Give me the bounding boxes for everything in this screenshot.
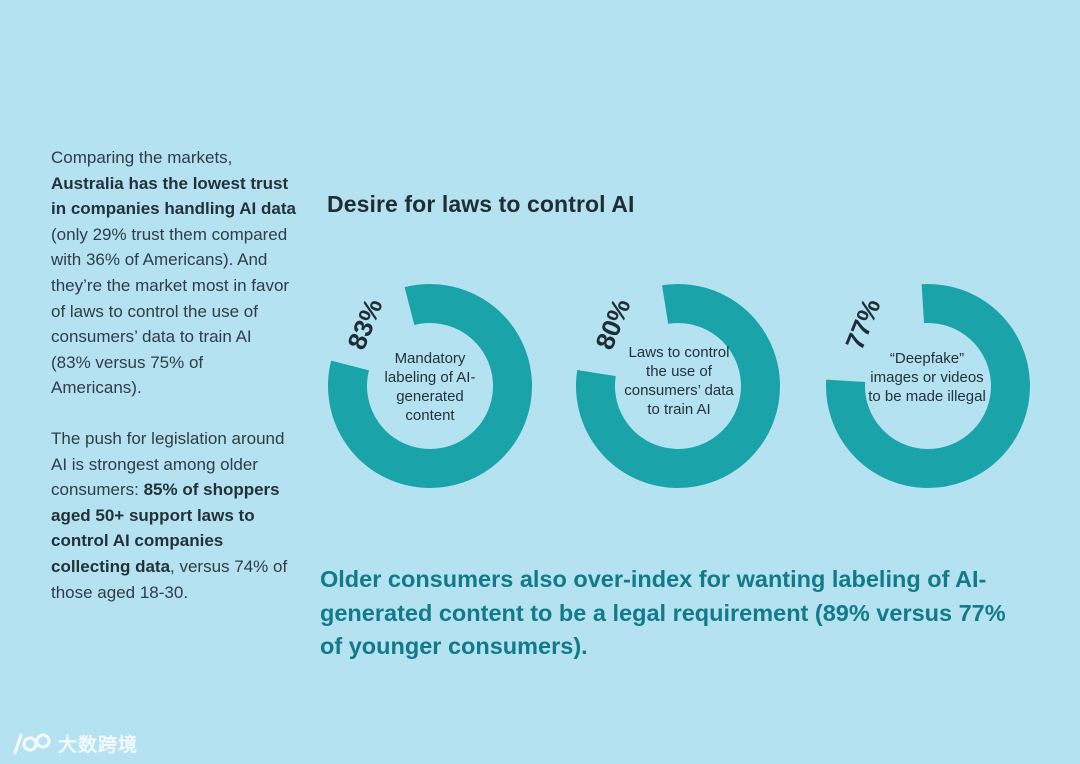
donut-label-3: “Deepfake” images or videos to be made i… [868,350,986,405]
market-comparison-paragraph: Comparing the markets, Australia has the… [51,145,296,401]
p1-highlight: Australia has the lowest trust in compan… [51,173,296,219]
p2-detail: , versus 74% of those aged 18-30. [51,556,288,602]
watermark-logo-icon [13,733,51,754]
donut-chart: 83% 80% 77% [328,284,1030,488]
p2-highlight: 85% of shoppers aged 50+ support laws to… [51,480,280,576]
p1-intro: Comparing the markets, [51,148,233,167]
p1-detail: (only 29% trust them compared with 36% o… [51,224,290,398]
donut-arc-1 [328,284,532,488]
p2-intro: The push for legislation around AI is st… [51,428,285,500]
watermark-text: 大数跨境 [58,734,139,756]
donut-label-2: Laws to control the use of consumers’ da… [624,344,734,418]
footer-note: Older consumers also over-index for want… [320,566,1006,659]
watermark: 大数跨境 [12,730,138,757]
donut-arc-3 [826,284,1030,488]
donut-label-1: Mandatory labeling of AI-generated conte… [384,350,476,424]
legislation-paragraph: The push for legislation around AI is st… [51,426,296,605]
donut-value-label-3: 77% [839,294,886,353]
donut-value-label-1: 83% [341,294,388,353]
left-text-panel: Comparing the markets, Australia has the… [51,145,296,605]
donut-arc-2 [576,284,780,488]
chart-title: Desire for laws to control AI [327,191,635,217]
